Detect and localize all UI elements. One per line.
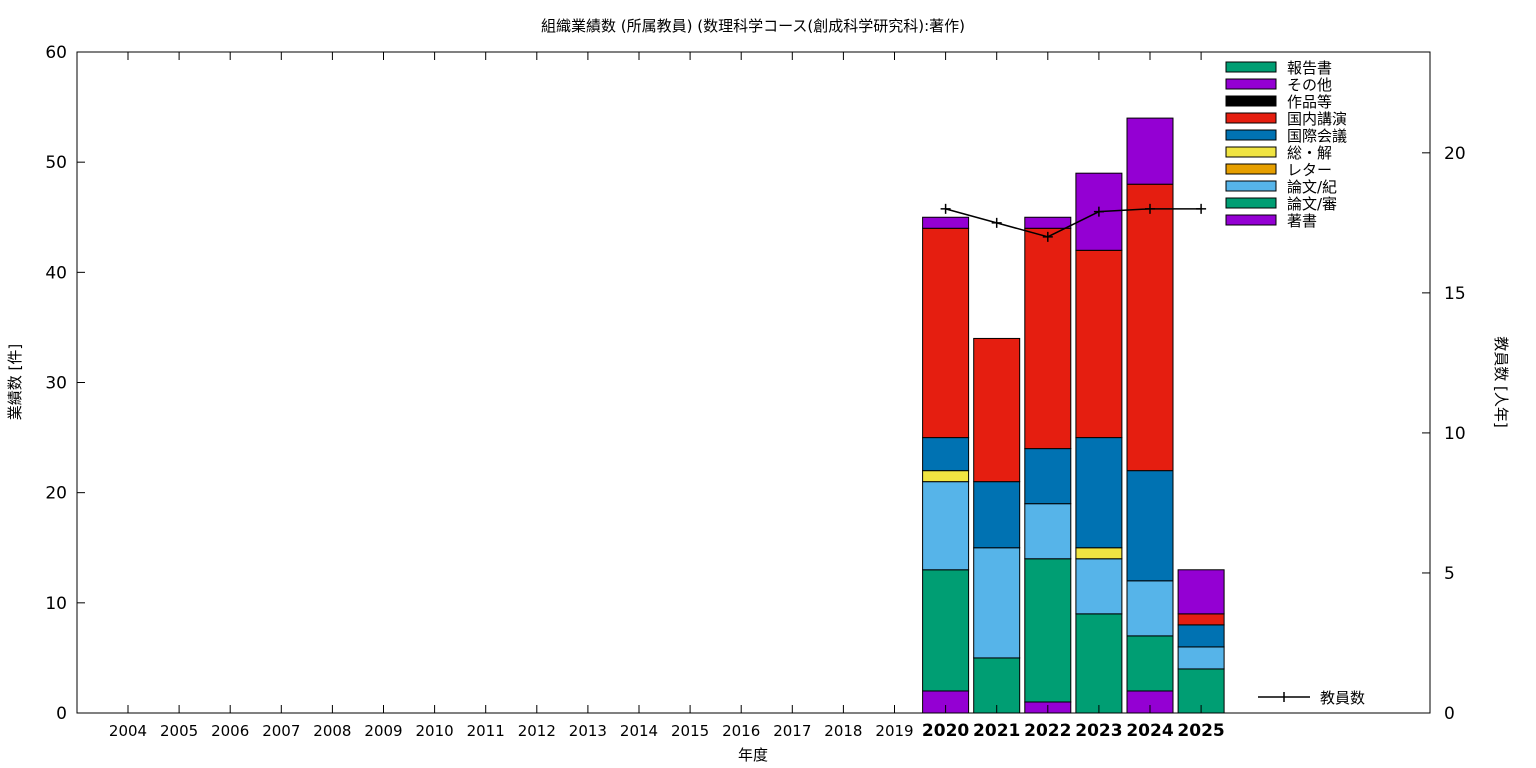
legend-label: 論文/審 [1287, 195, 1337, 213]
legend-swatch [1225, 95, 1277, 107]
legend-swatch [1225, 180, 1277, 192]
x-tick-label: 2010 [416, 722, 454, 740]
x-tick-label: 2009 [364, 722, 402, 740]
bar-segment [1126, 117, 1174, 185]
bar-segment [973, 547, 1021, 659]
y-tick-label: 30 [45, 374, 67, 394]
bar-segment [922, 481, 970, 571]
y-tick-label: 60 [45, 43, 67, 63]
bar-segment [1177, 569, 1225, 615]
chart-title: 組織業績数 (所属教員) (数理科学コース(創成科学研究科):著作) [541, 17, 965, 35]
legend-label: 国際会議 [1287, 127, 1347, 145]
bar-segment [1075, 249, 1123, 439]
bar-segment [922, 470, 970, 483]
bar-segment [1177, 624, 1225, 648]
legend-swatch [1225, 214, 1277, 226]
y2-tick-label: 15 [1444, 284, 1466, 304]
x-tick-label: 2014 [620, 722, 658, 740]
x-tick-label: 2019 [875, 722, 913, 740]
legend-label: レター [1287, 161, 1332, 179]
bar-segment [1024, 227, 1072, 450]
bar-segment [973, 337, 1021, 483]
bar-segment [1024, 503, 1072, 560]
bar-segment [1024, 558, 1072, 703]
bar-segment [973, 657, 1021, 714]
x-tick-label: 2017 [773, 722, 811, 740]
x-tick-label: 2006 [211, 722, 249, 740]
x-tick-label: 2011 [467, 722, 505, 740]
y2-tick-label: 0 [1444, 704, 1455, 724]
legend-label: 作品等 [1287, 93, 1332, 111]
legend-label: 論文/紀 [1287, 178, 1337, 196]
x-tick-label: 2012 [518, 722, 556, 740]
bar-segment [1024, 448, 1072, 505]
bar-segment [1177, 646, 1225, 670]
bar-segment [1177, 613, 1225, 626]
legend-label: その他 [1287, 76, 1332, 94]
y-tick-label: 10 [45, 594, 67, 614]
x-tick-label: 2007 [262, 722, 300, 740]
x-tick-label: 2020 [922, 721, 969, 741]
legend-swatch [1225, 146, 1277, 158]
bar-segment [1075, 558, 1123, 615]
legend-swatch [1225, 78, 1277, 90]
x-tick-label: 2008 [313, 722, 351, 740]
y2-axis-label: 教員数 [人年] [1492, 336, 1510, 427]
y-tick-label: 20 [45, 484, 67, 504]
legend-label: 国内講演 [1287, 110, 1347, 128]
legend-swatch [1225, 112, 1277, 124]
x-tick-label: 2005 [160, 722, 198, 740]
bar-segment [922, 569, 970, 692]
legend-swatch [1225, 129, 1277, 141]
x-tick-label: 2021 [973, 721, 1020, 741]
x-tick-label: 2018 [824, 722, 862, 740]
bar-segment [1075, 172, 1123, 251]
x-tick-label: 2004 [109, 722, 147, 740]
bar-segment [922, 437, 970, 472]
bar-segment [1126, 580, 1174, 637]
bar-segment [1126, 183, 1174, 472]
bars [922, 117, 1225, 714]
x-tick-label: 2024 [1126, 721, 1173, 741]
legend-swatch [1225, 197, 1277, 209]
y2-tick-label: 10 [1444, 424, 1466, 444]
bar-segment [1075, 547, 1123, 560]
bar-segment [1126, 470, 1174, 582]
y-tick-label: 50 [45, 153, 67, 173]
x-tick-label: 2016 [722, 722, 760, 740]
legend-swatch [1225, 163, 1277, 175]
x-tick-label: 2022 [1024, 721, 1071, 741]
faculty-line [940, 203, 1207, 242]
axes: 0 10 20 30 40 50 60 0 5 10 15 20 2004 2005 2006 2007 200… [45, 43, 1465, 741]
x-tick-label: 2013 [569, 722, 607, 740]
y-tick-label: 0 [56, 704, 67, 724]
legend-label: 報告書 [1287, 59, 1332, 77]
bar-segment [1075, 613, 1123, 714]
y-tick-label: 40 [45, 263, 67, 283]
legend-label: 総・解 [1287, 144, 1332, 162]
bar-segment [1126, 635, 1174, 692]
x-axis-label: 年度 [738, 746, 768, 764]
x-tick-label: 2025 [1177, 721, 1224, 741]
legend-swatch [1225, 61, 1277, 73]
legend-label: 著書 [1287, 212, 1317, 230]
legend-line-label: 教員数 [1320, 689, 1365, 707]
bar-segment [973, 481, 1021, 549]
x-tick-label: 2023 [1075, 721, 1122, 741]
bar-segment [922, 227, 970, 439]
faculty-line-path [945, 208, 1202, 238]
y-axis-label: 業績数 [件] [6, 344, 24, 420]
y2-tick-label: 20 [1444, 144, 1466, 164]
x-tick-label: 2015 [671, 722, 709, 740]
bar-segment [1024, 216, 1072, 229]
bar-segment [1075, 437, 1123, 549]
bar-segment [922, 216, 970, 229]
y2-tick-label: 5 [1444, 564, 1455, 584]
